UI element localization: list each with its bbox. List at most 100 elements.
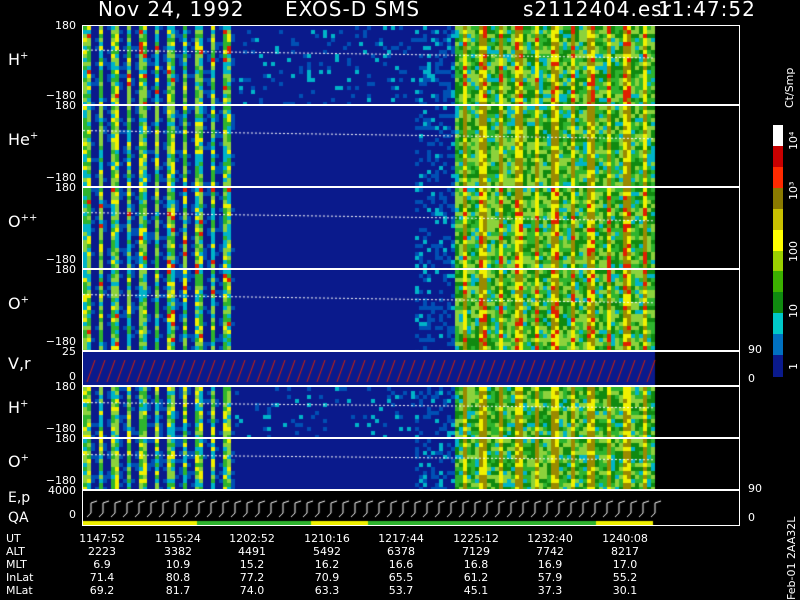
file-name: s2112404.esr xyxy=(523,0,672,21)
table-cell: 1210:16 xyxy=(304,532,350,545)
table-cell: 69.2 xyxy=(89,584,115,597)
label-o-plusplus: O++ xyxy=(8,212,38,231)
tick-h-top: 180 xyxy=(55,19,76,32)
tick-h-bottom: −180 xyxy=(45,89,76,102)
table-row: UT 1147:52 1155:24 1202:52 1210:16 1217:44 122… xyxy=(0,532,720,545)
spectrogram-o-plus xyxy=(83,270,739,350)
table-cell: 1147:52 xyxy=(79,532,125,545)
tick-ep-bottom: 0 xyxy=(69,508,76,521)
tick-opp-top: 180 xyxy=(55,181,76,194)
plot-date: Nov 24, 1992 xyxy=(98,0,245,21)
tick-vr-bottom: 0 xyxy=(69,370,76,383)
table-cell: 81.7 xyxy=(165,584,191,597)
table-cell: 16.2 xyxy=(314,558,340,571)
rtick-ep-bottom: 0 xyxy=(748,511,755,524)
label-o-plus: O+ xyxy=(8,294,29,313)
table-cell: 7129 xyxy=(462,545,490,558)
table-cell: 71.4 xyxy=(89,571,115,584)
table-row: InLat 71.4 80.8 77.2 70.9 65.5 61.2 57.9 55.2 xyxy=(0,571,720,584)
tick-op-bottom: −180 xyxy=(45,335,76,348)
panel-vr xyxy=(82,351,740,386)
table-cell: 53.7 xyxy=(388,584,414,597)
table-cell: 6378 xyxy=(387,545,415,558)
panel-ep xyxy=(82,490,740,526)
table-cell: 15.2 xyxy=(239,558,265,571)
colorbar-swatch xyxy=(773,250,783,273)
tick-h2-top: 180 xyxy=(55,380,76,393)
tick-opp-bottom: −180 xyxy=(45,253,76,266)
table-cell: 61.2 xyxy=(463,571,489,584)
table-row: MLT 6.9 10.9 15.2 16.2 16.6 16.8 16.9 17.0 xyxy=(0,558,720,571)
table-row-label: ALT xyxy=(6,545,25,558)
table-cell: 16.8 xyxy=(463,558,489,571)
colorbar-swatch xyxy=(773,208,783,231)
panel-o-plus xyxy=(82,269,740,351)
colorbar-label-1e3: 10³ xyxy=(787,181,800,200)
table-cell: 57.9 xyxy=(537,571,563,584)
rtick-vr-top: 90 xyxy=(748,343,762,356)
spectrogram-he-plus xyxy=(83,106,739,186)
table-row: ALT 2223 3382 4491 5492 6378 7129 7742 8217 xyxy=(0,545,720,558)
table-cell: 65.5 xyxy=(388,571,414,584)
table-cell: 4491 xyxy=(238,545,266,558)
table-row-label: InLat xyxy=(6,571,34,584)
label-h-plus: H+ xyxy=(8,50,29,69)
plot-time: 11:47:52 xyxy=(658,0,756,21)
table-cell: 3382 xyxy=(164,545,192,558)
tick-vr-top: 25 xyxy=(62,345,76,358)
panel-h-plus-lower xyxy=(82,386,740,438)
tick-he-bottom: −180 xyxy=(45,171,76,184)
colorbar-swatch xyxy=(773,166,783,189)
colorbar-swatch xyxy=(773,145,783,168)
table-cell: 37.3 xyxy=(537,584,563,597)
table-cell: 80.8 xyxy=(165,571,191,584)
tick-he-top: 180 xyxy=(55,99,76,112)
spectrogram-o-plusplus xyxy=(83,188,739,268)
colorbar-units: Ct/Smp xyxy=(783,67,796,108)
label-qa: QA xyxy=(8,510,29,526)
table-cell: 16.6 xyxy=(388,558,414,571)
table-cell: 45.1 xyxy=(463,584,489,597)
spectrogram-h-plus-lower xyxy=(83,387,739,437)
rtick-o2-bottom: 90 xyxy=(748,482,762,495)
panel-o-plusplus xyxy=(82,187,740,269)
table-cell: 77.2 xyxy=(239,571,265,584)
table-cell: 8217 xyxy=(611,545,639,558)
table-row-label: UT xyxy=(6,532,21,545)
table-cell: 63.3 xyxy=(314,584,340,597)
table-cell: 70.9 xyxy=(314,571,340,584)
label-o-plus-lower: O+ xyxy=(8,452,29,471)
footer-vertical-label: Feb-01 2AA32L xyxy=(785,516,798,600)
spectrogram-o-plus-lower xyxy=(83,439,739,489)
panel-o-plus-lower xyxy=(82,438,740,490)
table-cell: 1202:52 xyxy=(229,532,275,545)
tick-h2-bottom: −180 xyxy=(45,422,76,435)
colorbar-swatch xyxy=(773,271,783,294)
table-cell: 17.0 xyxy=(612,558,638,571)
table-row: MLat 69.2 81.7 74.0 63.3 53.7 45.1 37.3 30.1 xyxy=(0,584,720,597)
table-cell: 30.1 xyxy=(612,584,638,597)
table-row-label: MLat xyxy=(6,584,33,597)
colorbar-swatch xyxy=(773,187,783,210)
table-cell: 7742 xyxy=(536,545,564,558)
tick-op-top: 180 xyxy=(55,263,76,276)
table-cell: 16.9 xyxy=(537,558,563,571)
tick-ep-top: 4000 xyxy=(48,484,76,497)
spectrogram-h-plus xyxy=(83,26,739,104)
colorbar-swatch xyxy=(773,313,783,336)
colorbar-swatch xyxy=(773,334,783,357)
tick-o2-bottom: −180 xyxy=(45,474,76,487)
colorbar-label-1e4: 10⁴ xyxy=(787,131,800,150)
tick-o2-top: 180 xyxy=(55,432,76,445)
table-cell: 2223 xyxy=(88,545,116,558)
colorbar-swatch xyxy=(773,292,783,315)
table-cell: 55.2 xyxy=(612,571,638,584)
table-cell: 1155:24 xyxy=(155,532,201,545)
table-cell: 74.0 xyxy=(239,584,265,597)
colorbar-swatch xyxy=(773,125,783,147)
colorbar-label-10: 10 xyxy=(787,304,800,318)
label-h-plus-lower: H+ xyxy=(8,398,29,417)
label-ep: E,p xyxy=(8,490,31,506)
label-vr: V,r xyxy=(8,354,31,373)
table-cell: 1240:08 xyxy=(602,532,648,545)
